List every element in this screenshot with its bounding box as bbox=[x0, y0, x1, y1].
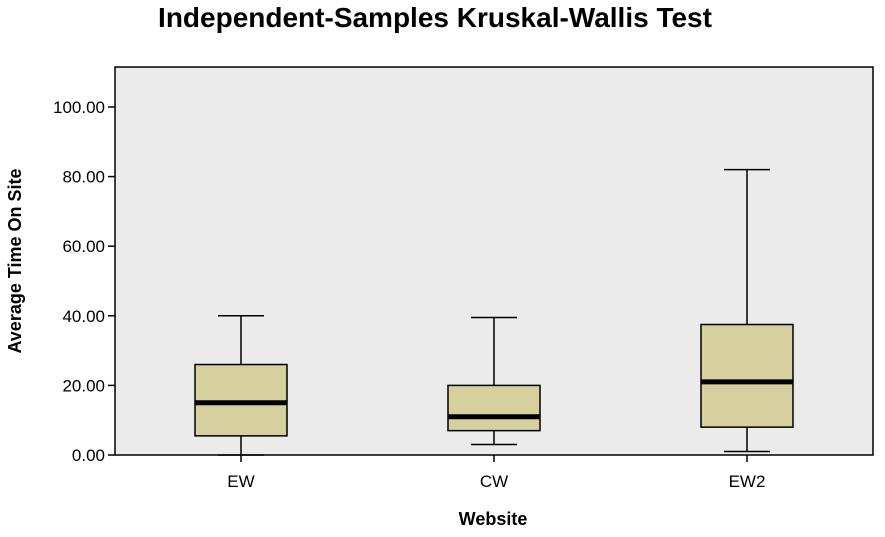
x-tick-label: EW2 bbox=[729, 472, 766, 491]
y-tick-label: 60.00 bbox=[62, 237, 105, 256]
box-cw bbox=[447, 316, 541, 446]
y-tick-label: 40.00 bbox=[62, 307, 105, 326]
y-tick-label: 20.00 bbox=[62, 376, 105, 395]
x-tick-label: CW bbox=[480, 472, 508, 491]
box-series bbox=[194, 168, 794, 456]
iqr-box bbox=[700, 323, 794, 428]
y-axis: 0.00 20.00 40.00 60.00 80.00 100.00 bbox=[53, 98, 115, 465]
y-tick-label: 0.00 bbox=[72, 446, 105, 465]
chart-title: Independent-Samples Kruskal-Wallis Test bbox=[158, 2, 712, 33]
y-axis-title: Average Time On Site bbox=[5, 168, 25, 353]
y-tick-label: 100.00 bbox=[53, 98, 105, 117]
iqr-box bbox=[194, 363, 288, 437]
x-axis: EW CW EW2 bbox=[227, 455, 765, 491]
y-tick-label: 80.00 bbox=[62, 168, 105, 187]
x-axis-title: Website bbox=[459, 509, 528, 529]
iqr-box bbox=[447, 384, 541, 432]
box-ew2 bbox=[700, 168, 794, 453]
x-tick-label: EW bbox=[227, 472, 254, 491]
box-ew bbox=[194, 315, 288, 456]
